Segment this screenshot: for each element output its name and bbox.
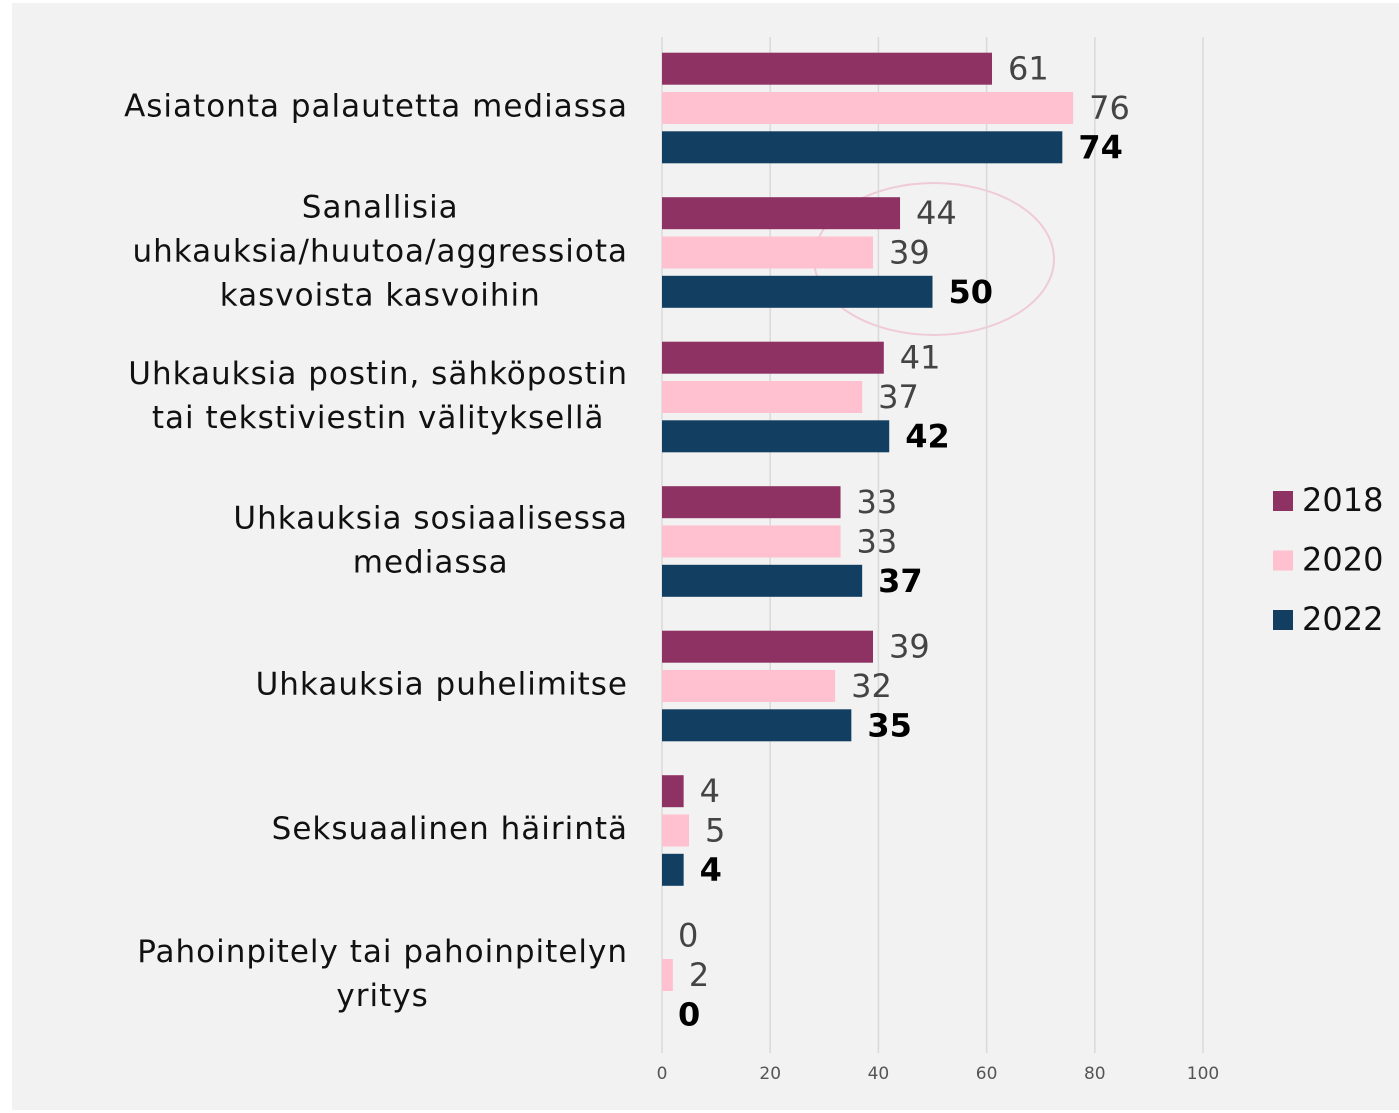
bar [662, 670, 836, 702]
category-label: Sanallisia uhkauksia/huutoa/aggressiota ka… [132, 189, 628, 313]
value-label: 5 [705, 812, 725, 850]
legend-label: 2022 [1302, 600, 1383, 638]
value-label: 76 [1089, 89, 1130, 127]
value-label: 50 [949, 273, 994, 311]
bar [662, 341, 884, 374]
x-tick-label: 100 [1187, 1064, 1219, 1084]
value-label: 32 [851, 667, 892, 705]
bar [662, 420, 890, 453]
value-label: 0 [678, 995, 700, 1033]
bar [662, 52, 993, 85]
bar [662, 275, 933, 308]
value-label: 33 [857, 523, 898, 561]
bar [662, 525, 841, 558]
value-label: 4 [700, 851, 722, 889]
legend-label: 2020 [1302, 541, 1383, 579]
value-label: 33 [857, 483, 898, 521]
x-tick-label: 80 [1084, 1064, 1106, 1084]
bar [662, 92, 1074, 124]
value-label: 37 [878, 378, 919, 416]
value-label: 39 [889, 628, 930, 666]
category-label: Uhkauksia sosiaalisessa mediassa [233, 500, 628, 580]
bar [662, 814, 690, 847]
bar [662, 131, 1063, 164]
category-label: Seksuaalinen häirintä [272, 811, 628, 847]
value-label: 44 [916, 194, 957, 232]
value-label: 4 [700, 772, 720, 810]
bar [662, 775, 684, 808]
bar [662, 630, 873, 663]
x-tick-label: 60 [976, 1064, 998, 1084]
category-label: Uhkauksia postin, sähköpostin tai tekstiv… [128, 356, 628, 436]
x-tick-label: 40 [868, 1064, 890, 1084]
legend-swatch [1273, 491, 1293, 511]
bar [662, 959, 673, 991]
bar [662, 709, 852, 742]
value-label: 37 [878, 562, 923, 600]
value-label: 74 [1078, 128, 1123, 166]
value-label: 42 [905, 417, 950, 455]
bar [662, 197, 901, 230]
category-label: Asiatonta palautetta mediassa [124, 89, 628, 125]
bar [662, 381, 863, 413]
bar [662, 236, 873, 269]
x-tick-label: 0 [657, 1064, 668, 1084]
value-label: 39 [889, 234, 930, 272]
value-label: 0 [678, 917, 698, 955]
bar [662, 564, 863, 597]
value-label: 41 [900, 339, 941, 377]
legend-label: 2018 [1302, 481, 1383, 519]
x-tick-label: 20 [759, 1064, 781, 1084]
legend-swatch [1273, 550, 1293, 571]
value-label: 35 [867, 706, 912, 744]
legend-swatch [1273, 610, 1293, 630]
value-label: 61 [1008, 50, 1049, 88]
bar [662, 853, 684, 886]
category-label: Uhkauksia puhelimitse [256, 667, 628, 703]
value-label: 2 [689, 956, 709, 994]
category-label: Pahoinpitely tai pahoinpitelyn yritys [137, 934, 628, 1014]
bar [662, 486, 841, 519]
